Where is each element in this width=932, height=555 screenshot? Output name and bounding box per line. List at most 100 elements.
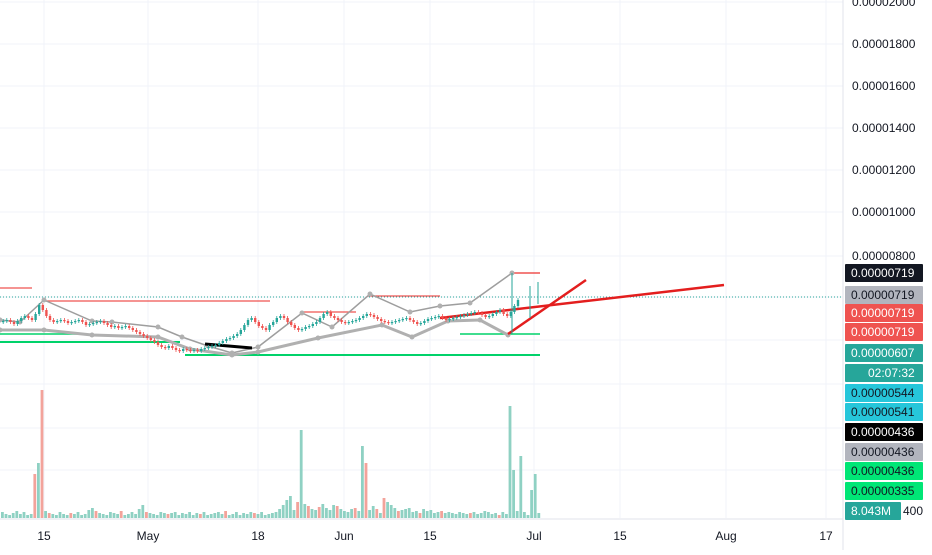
candle [203,348,206,350]
zigzag-point [409,334,415,340]
price-label-text: 0.00000436 [851,464,915,478]
volume-bar [220,514,224,518]
candle [210,346,214,348]
candle [174,348,178,350]
price-axis: 0.00002000 0.00001800 0.00001600 0.00001400… [842,0,923,550]
volume-bar [289,496,292,518]
candle [336,318,340,320]
zigzag-point [437,303,443,309]
candle [383,321,386,323]
volume-bar [461,513,465,518]
candle [66,321,70,323]
candle [398,320,401,322]
zigzag-point [41,297,47,303]
candle [196,350,199,352]
volume-bar [443,513,447,518]
zigzag-point [329,324,335,330]
volume-bar [321,504,325,518]
volume-bar [361,446,364,518]
candle [358,318,361,320]
volume-bar [407,508,411,518]
candle [480,313,484,315]
volume-bar [112,513,116,518]
volume-bar [145,512,148,518]
volume-bar [69,513,73,518]
zigzag-point [407,309,413,315]
candle [131,328,134,330]
candle [452,318,455,320]
volume-bar [353,508,357,518]
volume-bar [199,514,202,518]
candle [290,322,293,325]
zigzag-point [89,332,95,338]
candle [178,350,181,352]
volume-bar [191,515,195,518]
volume-bar [274,512,278,518]
candle [423,321,426,323]
zigzag-point [315,335,321,341]
trend-line [507,278,587,336]
price-tick-label: 0.00001400 [852,121,916,135]
zigzag-line-thick [0,318,509,357]
time-tick-label: 15 [37,529,51,543]
volume-bar [422,509,425,518]
volume-bar [1,512,4,518]
volume-bar [328,510,332,518]
candle [261,326,264,328]
candle [149,338,152,340]
volume-bar [505,514,508,518]
zigzag-point [0,317,3,323]
volume-bar [76,512,80,518]
candle [304,327,307,329]
volume-bar [242,513,245,518]
candle [455,317,458,319]
candle [477,312,480,314]
volume-bar [209,514,213,518]
volume-bar [393,508,397,518]
volume-bar [152,514,155,518]
volume-bar [332,505,335,518]
candle [48,316,52,320]
time-tick-label: Aug [715,529,736,543]
volume-bar [389,505,393,518]
volume-bar [256,514,260,518]
volume-bar [339,509,343,518]
volume-bar [155,515,159,518]
candles [2,273,539,353]
candle [70,322,73,324]
candle [95,322,98,324]
volume-bar [29,514,33,518]
zigzag-point [229,352,235,358]
candle [311,324,314,326]
candle [498,310,502,312]
volume-bar [343,511,346,518]
candle [488,316,491,318]
candle [239,330,242,334]
zigzag-point [179,334,185,340]
price-tick-label: 0.00002000 [852,0,916,9]
candle [394,321,397,323]
candle [167,346,170,348]
price-label-text: 02:07:32 [868,366,915,380]
candle [254,318,257,322]
candle [318,318,322,322]
candle [297,328,300,330]
candle [16,321,19,324]
candle [41,305,44,310]
volume-bar [465,514,469,518]
candle [20,318,23,321]
volume-bar [249,512,253,518]
volume-bar [26,515,29,518]
price-label-bg [845,344,923,362]
volume-bar [188,512,191,518]
candle [272,322,275,325]
volume-bar [195,513,199,518]
volume-bar [137,509,141,518]
volume-bar [368,510,371,518]
zigzag-point [0,327,3,333]
price-label-text: 8.043M [851,504,891,518]
volume-bar [526,515,530,518]
candle [344,322,347,324]
